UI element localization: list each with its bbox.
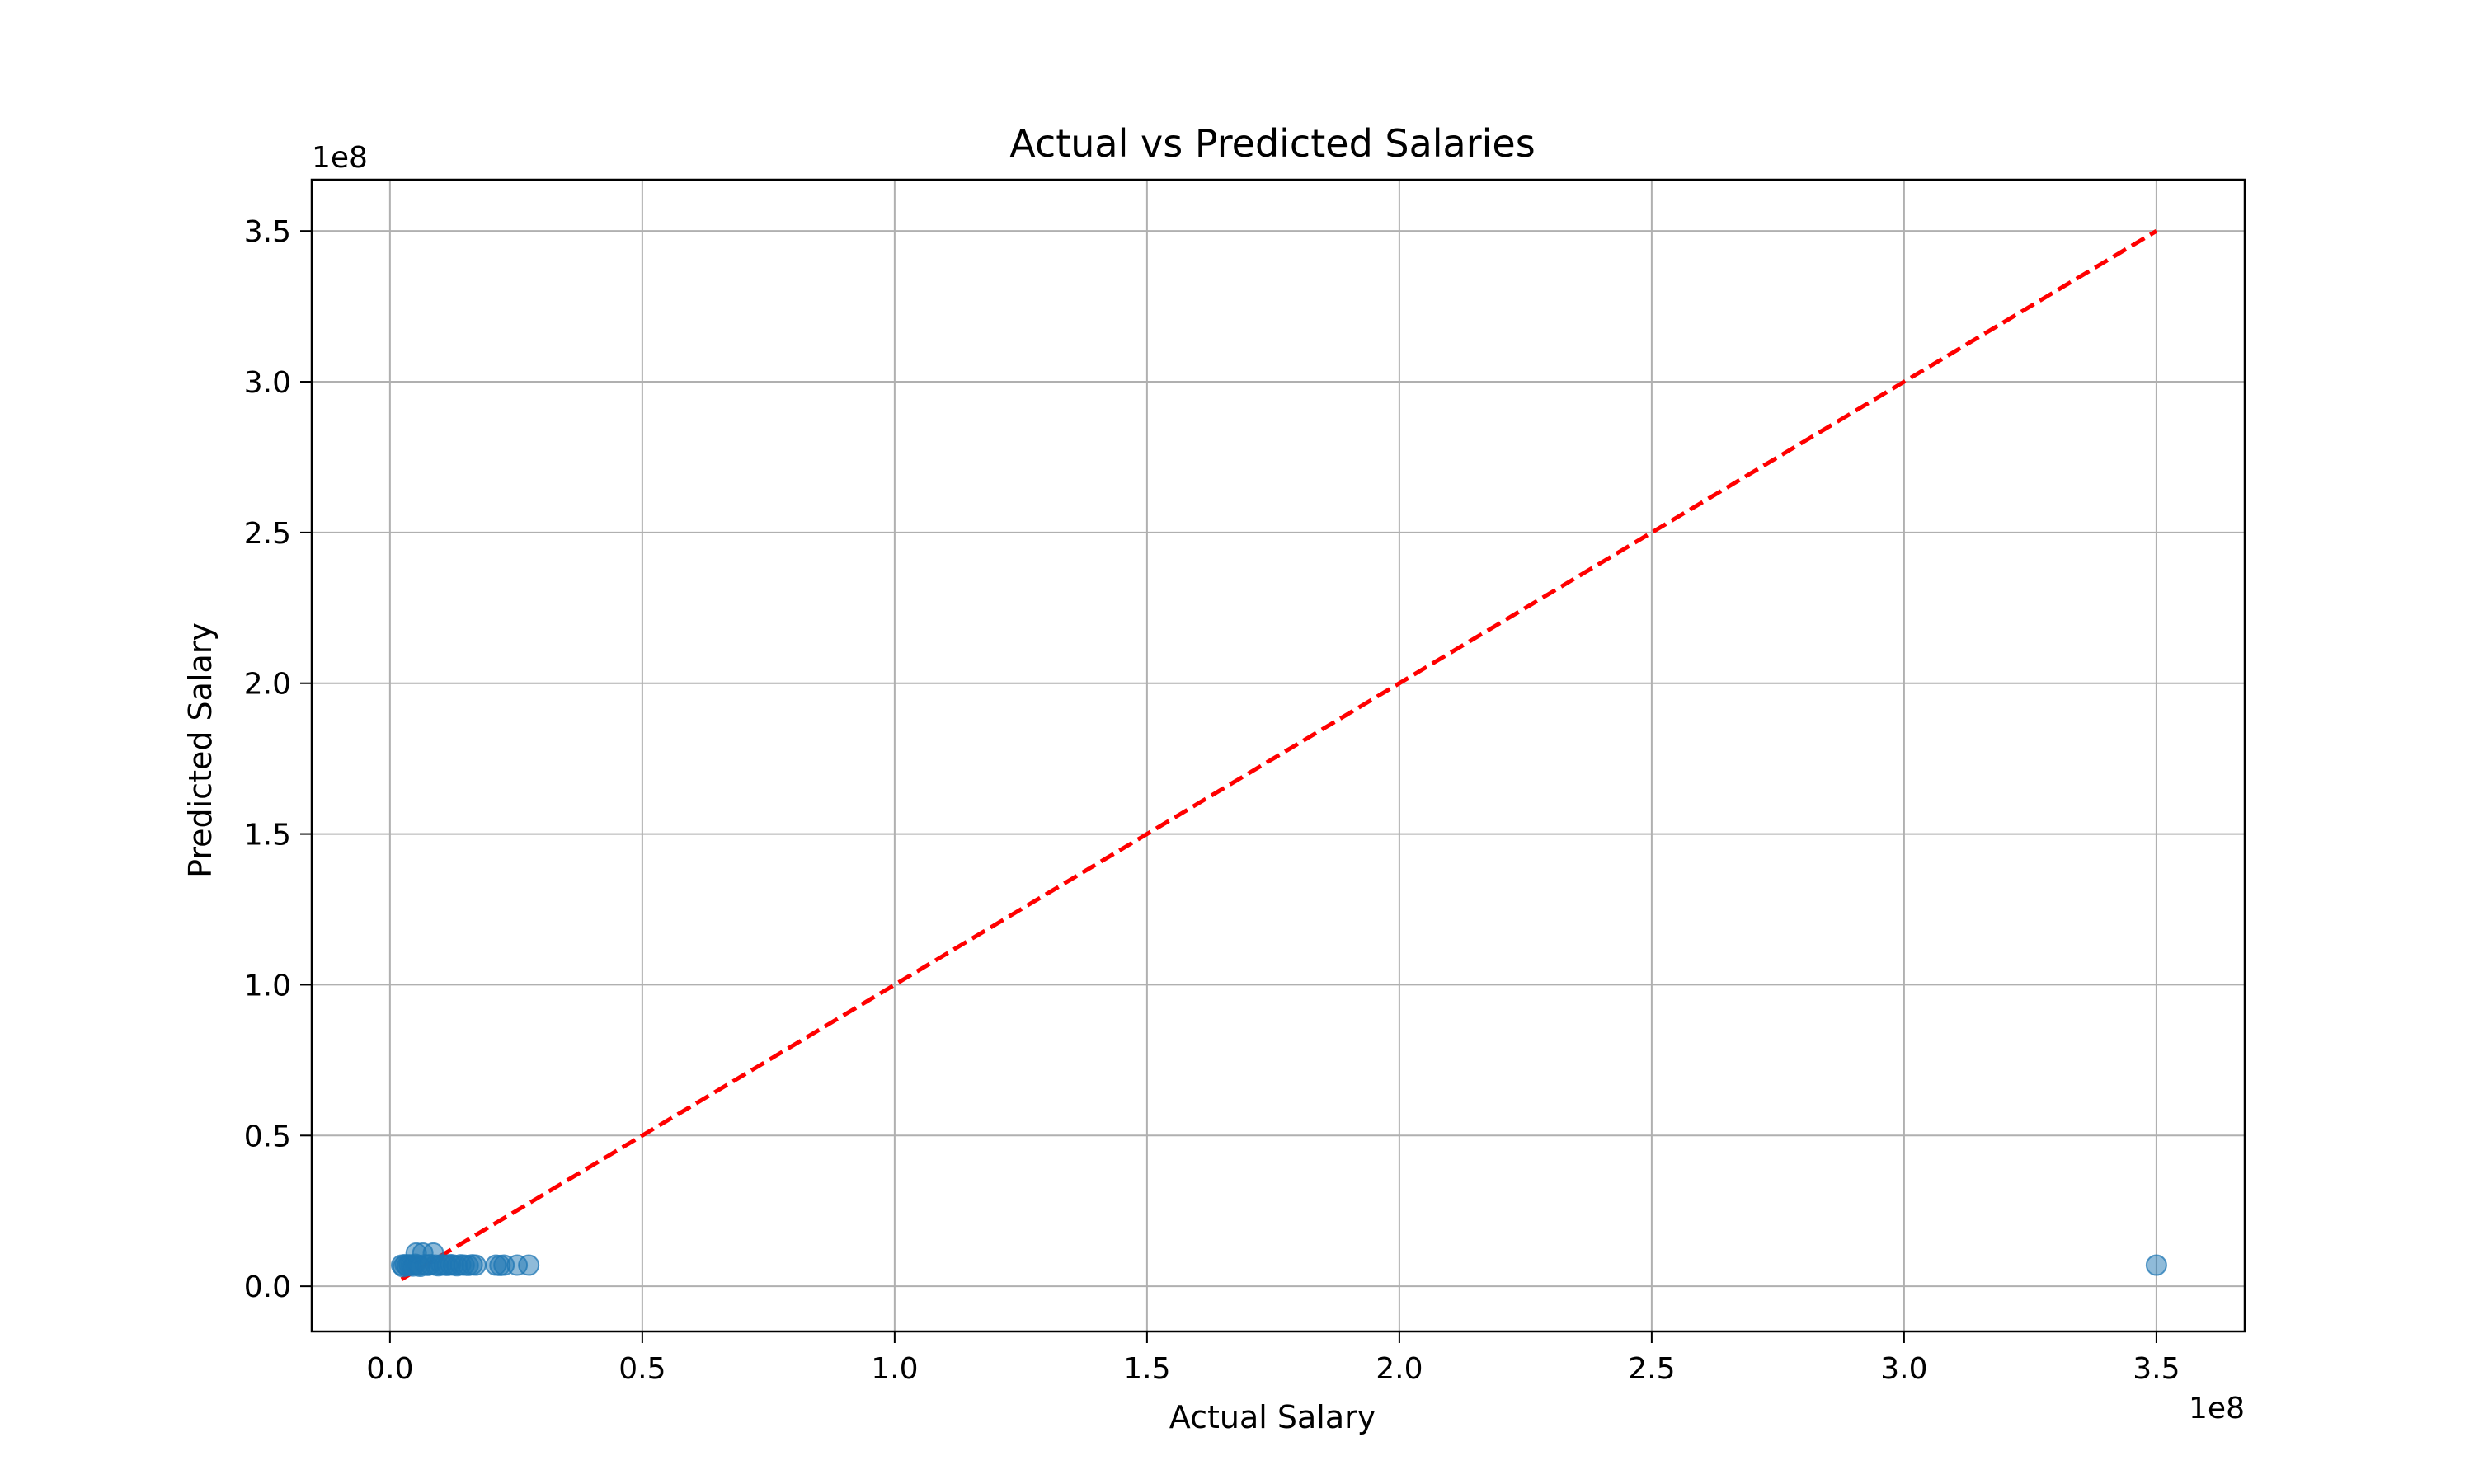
y-tick-label: 1.5 xyxy=(244,819,291,852)
x-tick-label: 0.5 xyxy=(618,1352,666,1386)
plot-frame xyxy=(310,178,2246,1333)
scatter-point xyxy=(2145,1254,2167,1276)
scatter-point xyxy=(518,1254,540,1276)
x-tick-label: 1.5 xyxy=(1123,1352,1170,1386)
x-tick-label: 0.0 xyxy=(366,1352,413,1386)
x-tick-label: 2.5 xyxy=(1628,1352,1675,1386)
y-axis-label: Predicted Salary xyxy=(182,622,219,878)
x-axis-ticks: 0.0 0.5 1.0 1.5 2.0 2.5 3.0 3.5 xyxy=(366,1331,2180,1386)
reference-line-layer xyxy=(400,229,2158,1281)
y-tick-label: 1.0 xyxy=(244,969,291,1003)
y-tick-label: 0.5 xyxy=(244,1120,291,1153)
x-axis-offset-label: 1e8 xyxy=(2189,1392,2245,1425)
x-tick-label: 1.0 xyxy=(871,1352,918,1386)
chart-title: Actual vs Predicted Salaries xyxy=(1009,121,1535,166)
y-tick-label: 2.5 xyxy=(244,517,291,551)
y-tick-label: 3.5 xyxy=(244,215,291,249)
reference-line xyxy=(400,229,2158,1281)
x-tick-label: 3.5 xyxy=(2133,1352,2180,1386)
y-tick-label: 2.0 xyxy=(244,668,291,702)
scatter-points xyxy=(390,1242,2167,1278)
y-axis-ticks: 0.0 0.5 1.0 1.5 2.0 2.5 3.0 3.5 xyxy=(244,215,312,1304)
scatter-point xyxy=(464,1254,487,1276)
gridlines xyxy=(312,180,2245,1331)
y-axis-offset-label: 1e8 xyxy=(312,141,368,175)
x-tick-label: 3.0 xyxy=(1880,1352,1927,1386)
y-tick-label: 0.0 xyxy=(244,1270,291,1304)
y-tick-label: 3.0 xyxy=(244,366,291,400)
x-tick-label: 2.0 xyxy=(1376,1352,1423,1386)
x-axis-label: Actual Salary xyxy=(1169,1399,1376,1435)
